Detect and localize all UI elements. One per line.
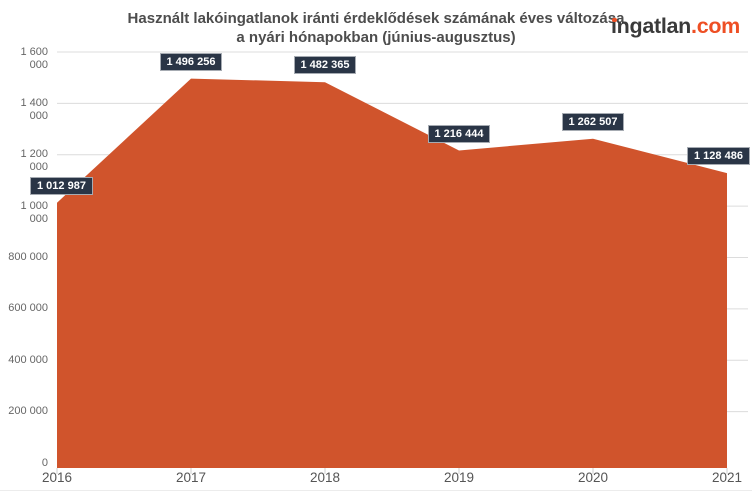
- data-label: 1 482 365: [293, 56, 357, 75]
- chart-title: Használt lakóingatlanok iránti érdeklődé…: [76, 9, 676, 47]
- x-axis-label: 2017: [175, 470, 207, 485]
- chart-title-line1: Használt lakóingatlanok iránti érdeklődé…: [127, 10, 625, 27]
- y-axis-label: 600 000: [8, 302, 48, 315]
- x-axis-label: 2019: [443, 470, 475, 485]
- logo-tld-text: .com: [691, 14, 740, 38]
- y-axis-label: 1 200 000: [20, 148, 48, 174]
- data-label: 1 216 444: [427, 124, 491, 143]
- x-axis-label: 2016: [41, 470, 73, 485]
- y-axis-label: 1 000 000: [20, 199, 48, 225]
- data-label: 1 012 987: [30, 176, 93, 195]
- x-axis-label: 2018: [309, 470, 341, 485]
- x-axis-label: 2020: [577, 470, 609, 485]
- logo-i-dot-icon: [612, 17, 617, 22]
- logo-brand-text: ingatlan: [610, 14, 692, 38]
- y-axis-label: 400 000: [8, 353, 48, 366]
- data-label: 1 262 507: [561, 112, 625, 131]
- y-axis-label: 0: [41, 456, 48, 469]
- data-label: 1 496 256: [159, 52, 223, 71]
- y-axis-label: 1 600 000: [20, 45, 48, 71]
- area-series: [57, 78, 727, 468]
- x-axis-label: 2021: [711, 470, 743, 485]
- bottom-frame-line: [0, 490, 752, 491]
- ingatlan-logo: ingatlan .com: [611, 14, 740, 39]
- y-axis-label: 200 000: [8, 405, 48, 418]
- chart-title-line2: a nyári hónapokban (június-augusztus): [236, 29, 516, 46]
- data-label: 1 128 486: [687, 147, 750, 166]
- y-axis-label: 1 400 000: [20, 96, 48, 122]
- y-axis-label: 800 000: [8, 251, 48, 263]
